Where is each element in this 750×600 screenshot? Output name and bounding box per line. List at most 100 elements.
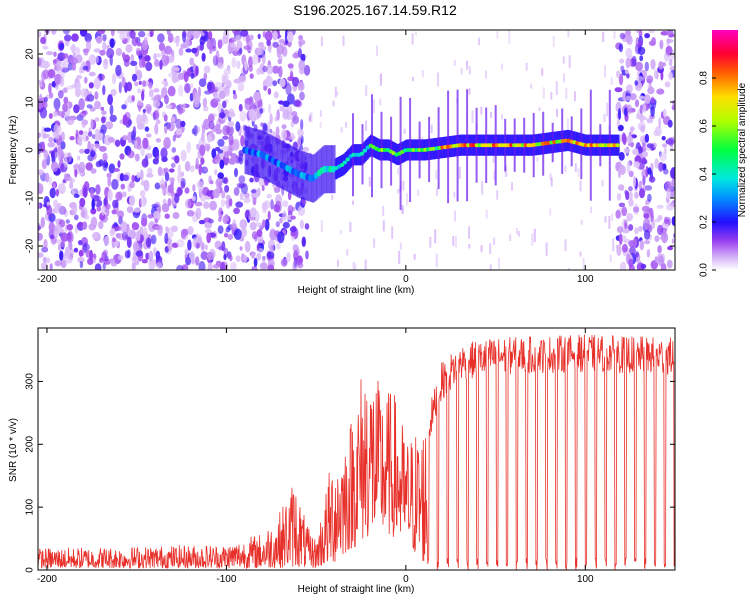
spectrogram-noise-blob xyxy=(77,155,81,161)
spectrogram-noise-blob xyxy=(657,245,662,254)
spectrogram-noise-blob xyxy=(66,85,74,90)
spectrogram-faint-streak xyxy=(549,173,552,180)
spectrogram-noise-blob xyxy=(272,65,280,74)
spectrogram-noise-blob xyxy=(199,144,206,156)
spectrogram-noise-blob xyxy=(302,146,310,152)
spectrogram-noise-blob xyxy=(279,38,286,49)
spectrogram-faint-streak xyxy=(492,153,495,164)
spectrogram-noise-blob xyxy=(141,90,145,102)
spectrogram-noise-blob xyxy=(126,236,132,248)
spectrogram-noise-blob xyxy=(175,118,182,129)
spectrogram-noise-blob xyxy=(172,134,176,142)
y-tick-label: 0 xyxy=(25,567,36,573)
spectrogram-noise-blob xyxy=(134,64,139,75)
snr-x-ticks: -200 -100 0 100 xyxy=(37,328,594,585)
spectrogram-noise-blob xyxy=(658,117,662,128)
spectrogram-noise-blob xyxy=(184,248,189,256)
spectrogram-noise-blob xyxy=(65,219,71,224)
spectrogram-noise-blob xyxy=(229,113,233,118)
spectrogram-noise-blob xyxy=(625,84,633,94)
spectrogram-noise-blob xyxy=(256,252,262,261)
spectrogram-noise-blob xyxy=(625,57,631,69)
spectrogram-faint-streak xyxy=(458,166,461,179)
spectrogram-noise-blob xyxy=(76,74,83,80)
spectrogram-noise-blob xyxy=(130,54,134,63)
spectrogram-noise-blob xyxy=(618,73,624,86)
spectrogram-noise-blob xyxy=(161,80,167,85)
spectrogram-noise-blob xyxy=(100,106,105,111)
spectrogram-noise-blob xyxy=(256,229,263,238)
spectrogram-faint-streak xyxy=(320,36,323,46)
spectrogram-noise-blob xyxy=(189,165,195,173)
spectrogram-noise-blob xyxy=(160,184,165,190)
spectrogram-noise-blob xyxy=(134,81,139,87)
colorbar-tick-label: 0.2 xyxy=(699,215,710,229)
spectrogram-faint-streak xyxy=(566,118,569,130)
spectrogram-noise-blob xyxy=(253,257,258,267)
spectrogram-noise-blob xyxy=(164,125,168,134)
spectrogram-noise-blob xyxy=(96,205,102,212)
spectrogram-noise-blob xyxy=(149,31,154,38)
spectrogram-noise-blob xyxy=(47,141,56,148)
spectrogram-noise-blob xyxy=(55,188,60,197)
spectrogram-noise-blob xyxy=(122,135,128,141)
spectrogram-noise-blob xyxy=(628,224,634,231)
spectrogram-faint-streak xyxy=(498,257,501,269)
spectrogram-noise-blob xyxy=(106,207,110,217)
spectrogram-noise-blob xyxy=(230,153,237,160)
colorbar-ramp xyxy=(712,30,738,270)
spectrogram-noise-blob xyxy=(239,246,243,251)
spectrogram-noise-blob xyxy=(654,235,660,242)
spectrogram-noise-blob xyxy=(192,184,196,192)
spectrogram-noise-blob xyxy=(289,226,297,233)
spectrogram-noise-blob xyxy=(187,226,194,235)
spectrogram-noise-blob xyxy=(93,77,101,90)
spectrogram-noise-blob xyxy=(293,257,298,268)
spectrogram-faint-streak xyxy=(574,91,576,102)
spectrogram-faint-streak xyxy=(319,121,322,129)
snr-y-label: SNR (10 * v/v) xyxy=(8,418,19,482)
spectrogram-noise-blob xyxy=(633,161,640,168)
spectrogram-noise-blob xyxy=(164,213,170,219)
spectrogram-noise-blob xyxy=(235,35,242,43)
spectrogram-noise-blob xyxy=(153,225,162,231)
spectrogram-noise-blob xyxy=(162,198,167,205)
spectrogram-faint-streak xyxy=(382,205,385,216)
spectrogram-noise-blob xyxy=(43,239,48,250)
spectrogram-noise-blob xyxy=(658,61,664,70)
spectrogram-noise-blob xyxy=(644,33,650,39)
spectrogram-noise-blob xyxy=(125,44,133,53)
spectrogram-noise-blob xyxy=(71,62,77,71)
spectrogram-noise-blob xyxy=(43,133,50,138)
spectrogram-noise-blob xyxy=(145,237,152,248)
spectrogram-noise-blob xyxy=(56,60,64,71)
spectrogram-noise-blob xyxy=(299,219,304,230)
spectrogram-noise-blob xyxy=(233,207,241,215)
spectrogram-noise-blob xyxy=(647,86,655,95)
spectrogram-faint-streak xyxy=(619,159,622,167)
spectrogram-noise-blob xyxy=(201,132,205,143)
spectrogram-noise-blob xyxy=(200,241,205,251)
spectrogram-noise-blob xyxy=(129,195,136,207)
spectrogram-noise-blob xyxy=(206,232,212,244)
spectrogram-noise-blob xyxy=(647,167,652,175)
spectrogram-faint-streak xyxy=(402,181,405,191)
spectrogram-noise-blob xyxy=(208,113,215,123)
spectrogram-noise-blob xyxy=(262,65,268,73)
spectrogram-noise-blob xyxy=(78,161,86,174)
spectrogram-noise-blob xyxy=(171,67,180,72)
spectrogram-faint-streak xyxy=(552,35,555,47)
spectrogram-noise-blob xyxy=(94,128,100,135)
spectrogram-noise-layer xyxy=(38,30,675,270)
spectrogram-noise-blob xyxy=(227,233,233,240)
spectrogram-noise-blob xyxy=(217,39,223,49)
spectrogram-noise-blob xyxy=(277,231,285,244)
snr-y-ticks: 0 100 200 300 xyxy=(25,373,675,573)
spectrogram-noise-blob xyxy=(113,168,121,172)
spectrogram-noise-blob xyxy=(126,81,133,92)
spectrogram-noise-blob xyxy=(48,136,54,143)
spectrogram-noise-blob xyxy=(191,257,195,265)
spectrogram-noise-blob xyxy=(49,234,55,240)
spectrogram-noise-blob xyxy=(195,242,200,249)
spectrogram-noise-blob xyxy=(665,45,673,56)
